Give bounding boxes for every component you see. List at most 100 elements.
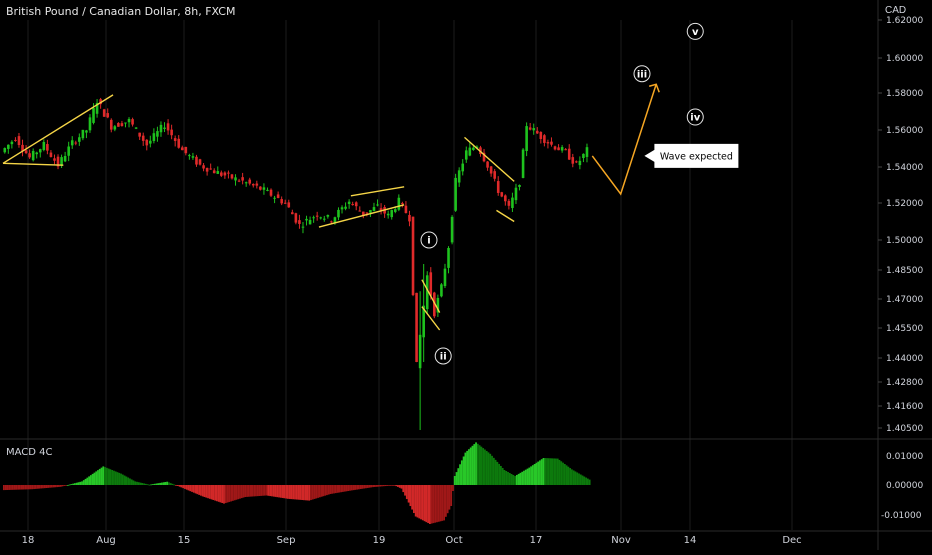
candle-body [255,183,259,186]
macd-bar [352,485,355,491]
macd-bar [247,485,250,497]
macd-bar [379,485,382,487]
macd-bar [306,485,309,501]
macd-bar [347,485,350,491]
macd-bar [547,458,550,485]
macd-bar [150,484,153,486]
candle-body [67,146,70,156]
candle-body [177,138,181,148]
macd-bar [572,470,575,485]
candle-body [234,177,237,181]
candle-body [85,130,88,133]
macd-bar [471,445,474,485]
macd-bar [453,476,456,485]
macd-bar [338,485,341,493]
macd-bar [72,483,75,485]
macd-bar [34,485,37,489]
macd-bar [88,476,90,485]
candle-body [202,165,205,169]
macd-bar [512,475,515,485]
macd-bar [20,485,23,490]
macd-bar [203,485,206,497]
candle-body [244,182,248,184]
callout-text: Wave expected [660,151,733,162]
candle-body [440,284,443,297]
candle-body [251,183,255,186]
macd-bar [102,466,105,485]
macd-bar [82,480,85,485]
macd-bar [521,471,524,485]
macd-bar [389,485,392,486]
candle-body [212,170,216,174]
candle-body [237,180,241,182]
candle-body [326,214,330,217]
macd-bar [507,472,509,485]
macd-bar [274,485,277,497]
macd-bar [269,485,272,497]
candle-body [227,172,230,174]
callout-bubble [644,143,739,168]
macd-bar [288,485,291,499]
macd-bar [327,485,330,495]
candle-body [429,272,433,296]
macd-bar [492,457,495,485]
wave-label: iii [637,69,647,80]
macd-bar [539,460,541,485]
macd-bar [118,472,121,485]
candle-body [333,217,337,223]
macd-bar [345,485,348,492]
macd-bar [200,485,202,496]
candle-body [386,213,390,216]
macd-bar [430,485,433,524]
macd-bar [132,480,135,485]
macd-bar [526,468,529,485]
macd-bar [528,467,531,485]
macd-bar [475,442,477,485]
candle-body [301,226,305,228]
candle-body [173,138,177,141]
macd-bar [169,483,172,485]
projection-arrowhead [648,83,660,93]
macd-bar [189,485,192,492]
macd-bar [36,485,39,489]
macd-bar [560,461,563,485]
candle-body [241,177,244,181]
macd-bar [263,485,266,496]
macd-bar [27,485,30,490]
macd-bar [588,479,591,485]
candle-body [500,192,504,197]
macd-bar [216,485,218,502]
macd-bar [239,485,241,499]
macd-tick-label: 0.00000 [886,481,923,491]
macd-bar [279,485,282,498]
candle-body [120,123,124,127]
candle-body [330,221,333,223]
macd-bar [420,485,422,520]
time-tick-label: 19 [373,535,386,546]
trendline [2,162,64,166]
macd-bar [224,485,227,504]
macd-bar [583,476,586,485]
candle-body [560,147,564,151]
macd-bar [47,485,50,488]
price-tick-label: 1.40500 [886,424,923,434]
macd-bar [191,485,193,492]
macd-bar [208,485,211,499]
macd-bar [267,485,270,496]
macd-bar [265,485,268,496]
macd-bar [121,474,124,485]
candle-body [340,207,344,210]
candle-body [532,128,536,131]
candle-body [514,187,518,201]
macd-bar [336,485,339,493]
macd-bar [519,472,522,485]
macd-bar [175,485,177,486]
candle-body [209,168,212,170]
macd-bar [563,464,566,485]
time-tick-label: Sep [277,535,296,546]
candle-body [74,142,78,144]
macd-bar [24,485,27,490]
macd-bar [97,470,99,485]
macd-bar [574,471,577,485]
